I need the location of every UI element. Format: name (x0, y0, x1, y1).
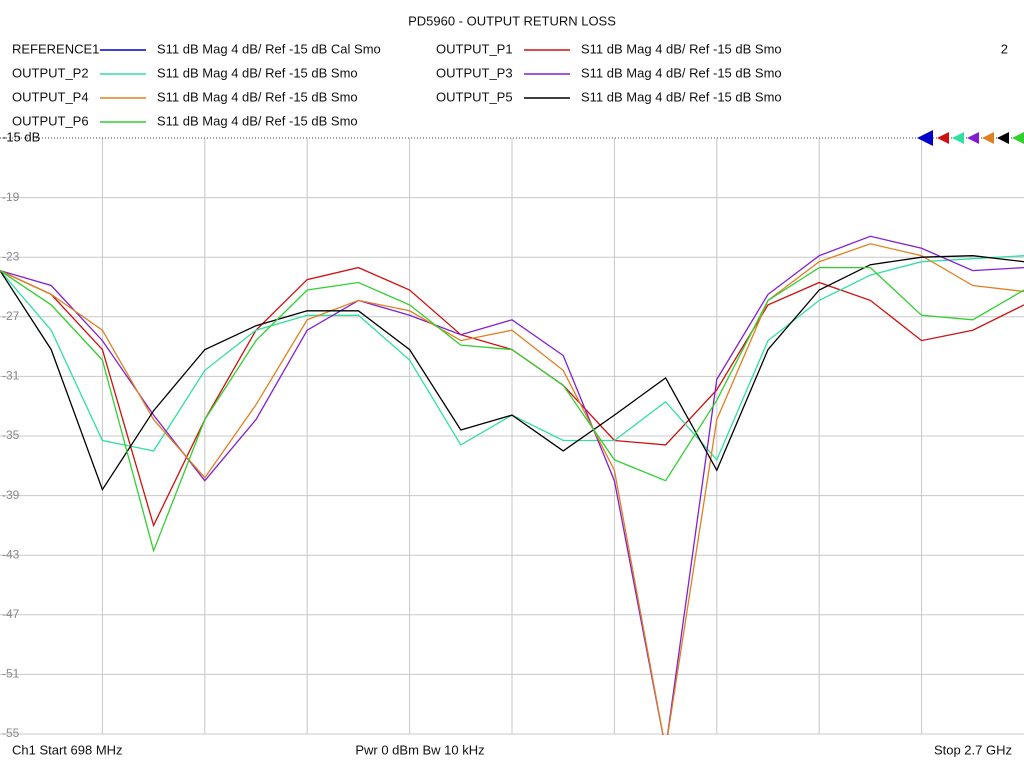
trace (0, 255, 1024, 492)
y-tick-label: -55 (2, 726, 20, 740)
y-tick-label: -43 (2, 547, 20, 561)
chart-title: PD5960 - OUTPUT RETURN LOSS (408, 13, 616, 28)
legend-description: S11 dB Mag 4 dB/ Ref -15 dB Smo (581, 89, 782, 104)
footer-power: Pwr 0 dBm Bw 10 kHz (355, 742, 484, 757)
trace (0, 243, 1024, 735)
legend-description: S11 dB Mag 4 dB/ Ref -15 dB Smo (157, 89, 358, 104)
legend-name: OUTPUT_P5 (436, 89, 513, 104)
legend-description: S11 dB Mag 4 dB/ Ref -15 dB Smo (157, 113, 358, 128)
trace (0, 235, 1024, 735)
y-tick-label: -23 (2, 249, 20, 263)
reference-marker (937, 132, 949, 144)
footer-start: Ch1 Start 698 MHz (12, 742, 123, 757)
reference-marker (982, 132, 994, 144)
legend-name: OUTPUT_P6 (12, 113, 89, 128)
legend-name: OUTPUT_P4 (12, 89, 89, 104)
legend-description: S11 dB Mag 4 dB/ Ref -15 dB Smo (581, 41, 782, 56)
y-tick-label: -35 (2, 428, 20, 442)
legend-name: OUTPUT_P3 (436, 65, 513, 80)
y-tick-label: -27 (2, 309, 20, 323)
legend-name: OUTPUT_P2 (12, 65, 89, 80)
footer-stop: Stop 2.7 GHz (934, 742, 1012, 757)
reference-marker (997, 132, 1009, 144)
reference-marker (1012, 132, 1024, 144)
reference-marker (952, 132, 964, 144)
grid: -15 dB -19 -23 -27 -31 -35 -39 -43 -47 -51 -55 (0, 129, 1024, 740)
trace (0, 266, 1024, 553)
legend-description: S11 dB Mag 4 dB/ Ref -15 dB Smo (157, 65, 358, 80)
y-tick-label: -51 (2, 667, 20, 681)
y-tick-label: -19 (2, 190, 20, 204)
channel-number: 2 (1001, 41, 1008, 56)
legend: REFERENCE1 S11 dB Mag 4 dB/ Ref -15 dB Ca… (12, 41, 1024, 146)
y-tick-label: -31 (2, 369, 20, 383)
reference-marker (967, 132, 979, 144)
legend-name: OUTPUT_P1 (436, 41, 513, 56)
y-tick-label: -39 (2, 488, 20, 502)
reference-marker (917, 130, 933, 146)
traces (0, 235, 1024, 735)
y-tick-label: -47 (2, 607, 20, 621)
legend-description: S11 dB Mag 4 dB/ Ref -15 dB Smo (581, 65, 782, 80)
legend-description: S11 dB Mag 4 dB/ Ref -15 dB Cal Smo (157, 41, 381, 56)
y-tick-label: -15 dB (2, 129, 40, 144)
legend-name: REFERENCE1 (12, 41, 99, 56)
